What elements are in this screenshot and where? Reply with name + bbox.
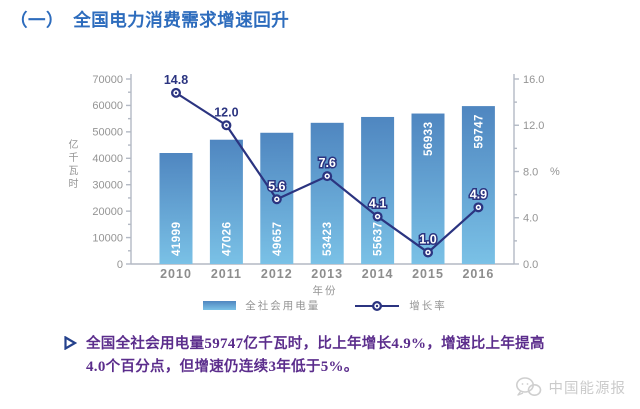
legend-line-marker-icon (355, 300, 400, 311)
summary-text-segment: 个百分点，但增速仍连续 (105, 359, 269, 376)
summary-highlight-number: 4.9% (391, 336, 427, 352)
chart-legend: 全社会用电量 增长率 (130, 298, 520, 313)
y-axis-right-tick-label: 0.0 (523, 259, 538, 271)
y-axis-left-tick-label: 30000 (92, 180, 123, 192)
line-value-label: 1.0 (419, 232, 436, 246)
summary-text-segment: 亿千瓦时，比上年增长 (243, 336, 392, 352)
y-axis-left-title: 亿千瓦时 (66, 139, 77, 191)
line-value-label: 12.0 (214, 105, 238, 119)
legend-bar-label: 全社会用电量 (245, 300, 321, 312)
y-axis-left-tick-label: 10000 (92, 232, 123, 244)
bar-value-label: 55637 (373, 222, 385, 256)
bar-value-label: 47026 (221, 222, 233, 256)
line-marker-dot (174, 91, 178, 95)
bar (361, 116, 395, 265)
summary-highlight-number: 5% (320, 359, 344, 376)
summary-text: 全国全社会用电量59747亿千瓦时，比上年增长4.9%，增速比上年提高 4.0个百… (86, 333, 586, 380)
watermark: 中国能源报 (515, 376, 627, 398)
line-value-label: 5.6 (268, 179, 285, 193)
x-axis-category-label: 2015 (412, 267, 444, 281)
legend-bar-swatch (203, 301, 237, 310)
y-axis-left-tick-label: 20000 (92, 206, 123, 218)
electricity-combo-chart: 0 10000 20000 30000 40000 50000 60000 70000 0.0 4… (92, 73, 544, 281)
bar (461, 106, 495, 264)
x-axis-title: 年份 (312, 285, 338, 297)
line-value-label: 7.6 (319, 156, 336, 170)
bar (209, 139, 243, 264)
summary-highlight-number: 4.0 (86, 359, 106, 376)
line-marker-dot (426, 251, 430, 254)
y-axis-left-tick-label: 70000 (92, 74, 123, 86)
y-axis-right-tick-label: 8.0 (523, 166, 538, 178)
bar (411, 113, 445, 264)
summary-text-segment: 。 (343, 359, 359, 376)
x-axis-category-label: 2013 (311, 267, 343, 281)
x-axis-category-label: 2011 (211, 267, 242, 281)
line-marker-dot (225, 124, 228, 127)
x-axis-category-label: 2010 (160, 267, 192, 281)
y-axis-left-tick-label: 50000 (92, 127, 123, 139)
page-title: （一） 全国电力消费需求增速回升 (10, 10, 290, 30)
legend-line-label: 增长率 (409, 300, 447, 312)
summary-text-segment: 全国全社会用电量 (86, 336, 205, 352)
bar-value-label: 59747 (473, 114, 485, 148)
wechat-icon (515, 377, 541, 396)
line-value-label: 4.1 (369, 197, 386, 211)
line-value-label: 4.9 (470, 187, 487, 201)
y-axis-left-tick-label: 60000 (92, 100, 123, 112)
bar (159, 153, 193, 264)
watermark-label: 中国能源报 (548, 380, 626, 397)
chart-region: 0 10000 20000 30000 40000 50000 60000 70000 0.0 4… (66, 73, 560, 313)
x-axis-category-label: 2016 (462, 267, 494, 281)
summary-highlight-number: 59747 (204, 336, 244, 352)
y-axis-right-tick-label: 12.0 (523, 120, 544, 132)
summary-highlight-number: 3 (268, 359, 277, 376)
summary-text-segment: ，增速比上年提高 (426, 336, 545, 352)
summary-text-segment: 年低于 (276, 359, 321, 376)
y-axis-right-tick-label: 16.0 (523, 74, 544, 86)
bar-value-label: 53423 (322, 222, 334, 256)
line-marker-dot (376, 215, 379, 218)
y-axis-right-tick-label: 4.0 (523, 213, 538, 225)
arrowhead-right-icon (64, 333, 78, 380)
line-marker-dot (275, 198, 278, 201)
y-axis-left-tick-label: 0 (117, 259, 123, 271)
y-axis-right-title: % (550, 166, 560, 178)
bar-value-label: 41999 (171, 222, 183, 256)
y-axis-left-tick-label: 40000 (92, 153, 123, 165)
line-value-label: 14.8 (164, 73, 188, 87)
line-marker-dot (477, 206, 480, 209)
x-axis-category-label: 2014 (362, 267, 394, 281)
bar-value-label: 49657 (272, 222, 284, 256)
bar (310, 122, 344, 264)
x-axis-category-label: 2012 (261, 267, 293, 281)
line-marker-dot (326, 174, 329, 178)
summary-block: 全国全社会用电量59747亿千瓦时，比上年增长4.9%，增速比上年提高 4.0个百… (64, 333, 586, 380)
bar-value-label: 56933 (423, 122, 435, 156)
